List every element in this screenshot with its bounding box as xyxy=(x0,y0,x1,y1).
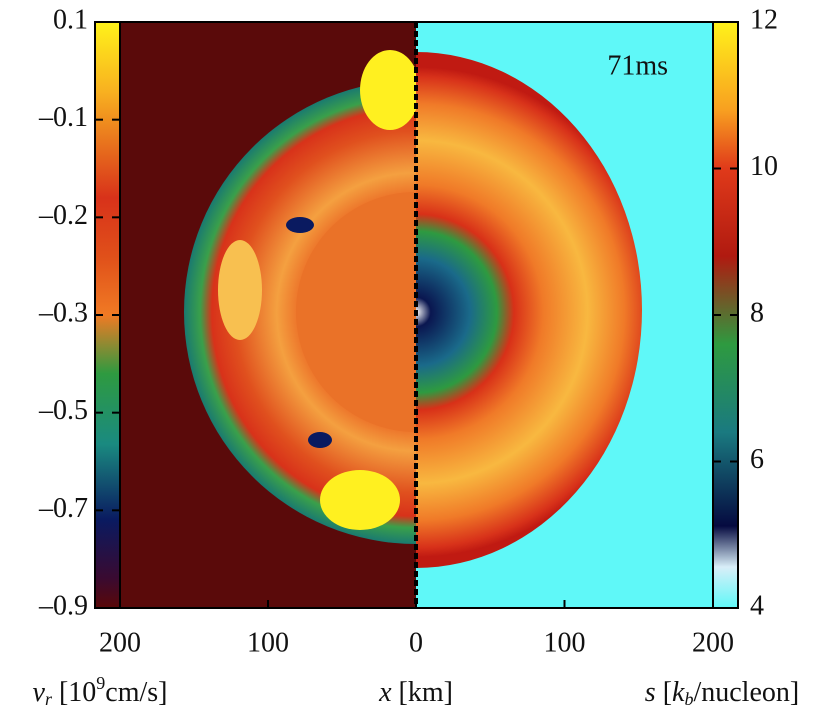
right-tick-label: 12 xyxy=(750,4,778,35)
x-tick-label: 200 xyxy=(692,627,734,658)
left-tick-label: –0.3 xyxy=(38,297,88,328)
label-part: [km] xyxy=(392,677,453,708)
x-tick-label: 100 xyxy=(247,627,289,658)
label-part: /nucleon] xyxy=(693,677,799,708)
label-part: r xyxy=(45,689,53,709)
right-tick-label: 8 xyxy=(750,297,764,328)
left-tick-label: –0.5 xyxy=(38,395,88,426)
label-part: [10 xyxy=(52,677,96,708)
right-tick-label: 10 xyxy=(750,151,778,182)
left-tick-label: –0.9 xyxy=(38,590,88,621)
label-part: cm/s] xyxy=(105,677,167,708)
x-axis-label: x [km] xyxy=(378,677,453,708)
label-part: 9 xyxy=(96,673,105,693)
left-tick-label: –0.2 xyxy=(38,200,88,231)
left-tick-label: –0.1 xyxy=(38,102,88,133)
label-part: k xyxy=(672,677,685,708)
x-tick-label: 100 xyxy=(544,627,586,658)
right-colorbar-label: s [kb/nucleon] xyxy=(645,677,799,709)
x-tick-label: 200 xyxy=(99,627,141,658)
label-part: v xyxy=(33,677,46,708)
label-part: b xyxy=(684,689,693,709)
right-tick-label: 4 xyxy=(750,590,764,621)
x-tick-label: 0 xyxy=(409,627,423,658)
time-annotation: 71ms xyxy=(607,50,668,81)
label-part: [ xyxy=(656,677,672,708)
right-tick-label: 6 xyxy=(750,444,764,475)
left-tick-label: 0.1 xyxy=(53,4,88,35)
simulation-image xyxy=(119,21,714,609)
left-tick-label: –0.7 xyxy=(38,493,88,524)
label-part: s xyxy=(645,677,656,708)
label-part: x xyxy=(378,677,392,708)
left-colorbar-label: vr [109cm/s] xyxy=(33,673,168,709)
